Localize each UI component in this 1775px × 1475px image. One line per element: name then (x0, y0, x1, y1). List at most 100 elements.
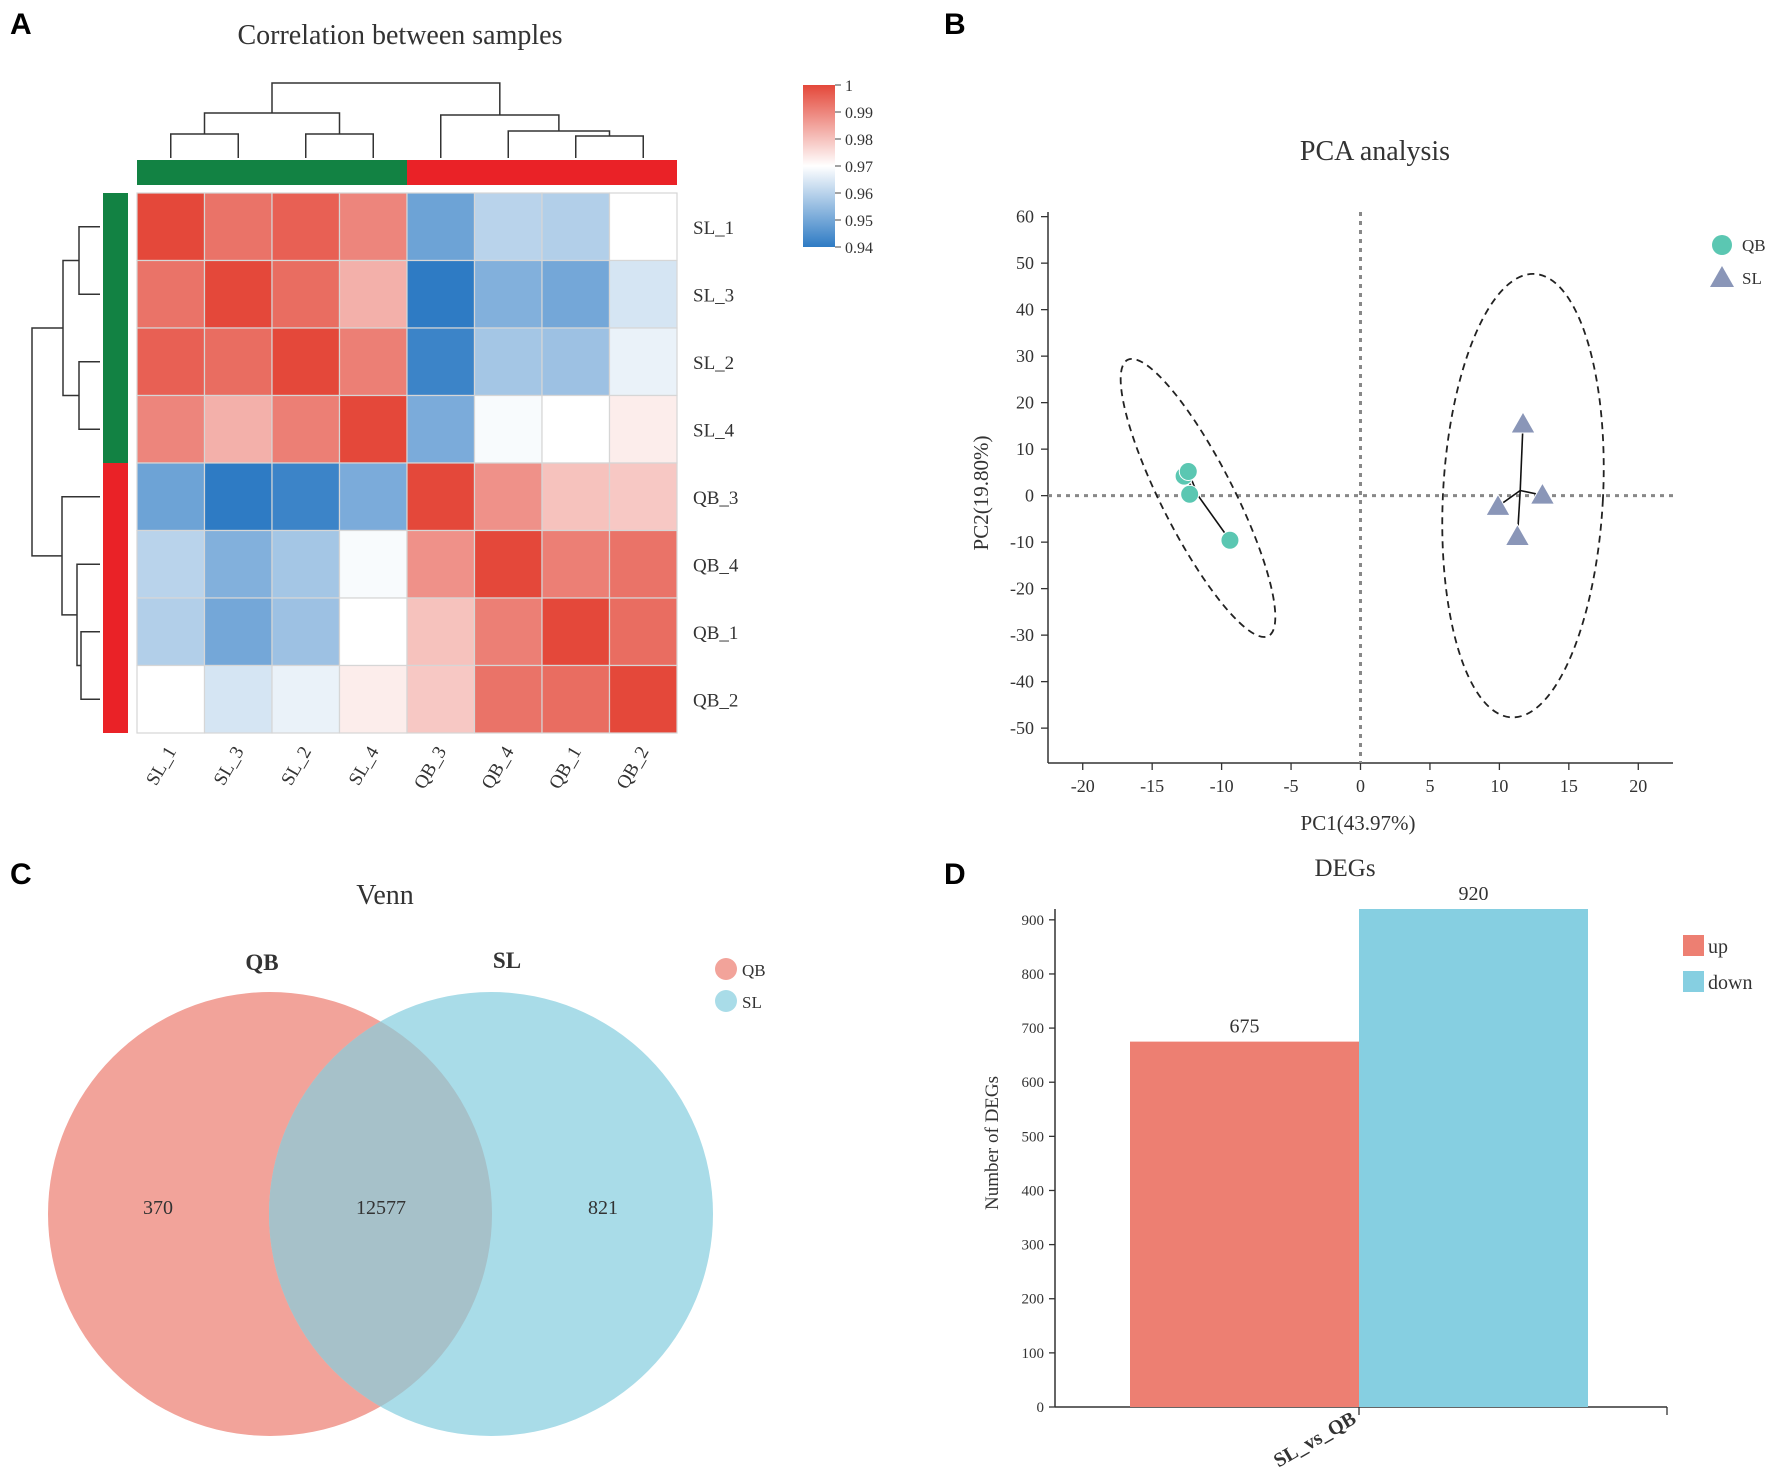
degs-bars: 675 920 (1130, 883, 1588, 1407)
heatmap-cell-SL_4-SL_3 (203, 394, 273, 464)
heatmap-cell-SL_3-QB_4 (473, 259, 543, 329)
heatmap-cell-QB_3-SL_2 (271, 462, 341, 532)
group-annotation-bars (103, 160, 677, 733)
heatmap-column-label: QB_4 (478, 743, 519, 793)
degs-category-label: SL_vs_QB (1270, 1407, 1360, 1472)
heatmap-cell-SL_3-SL_2 (271, 259, 341, 329)
group-bar-top-SL (137, 160, 407, 185)
degs-y-axis-title: Number of DEGs (982, 1076, 1003, 1210)
left-dendrogram-branch (78, 361, 100, 430)
top-dendrogram-branch (575, 135, 644, 158)
heatmap-cell-QB_1-SL_1 (136, 597, 206, 667)
heatmap-cell-SL_3-QB_2 (608, 259, 678, 329)
colorbar-tick-label: 0.99 (845, 105, 873, 122)
heatmap-cell-QB_4-SL_2 (271, 529, 341, 599)
pca-legend-label: QB (1742, 236, 1766, 255)
pca-reference-lines (1048, 212, 1673, 763)
pca-confidence-ellipses (1119, 273, 1605, 719)
heatmap-cell-SL_2-QB_2 (608, 327, 678, 397)
degs-y-tick-label: 400 (1022, 1183, 1045, 1199)
heatmap-cell-QB_1-QB_1 (541, 597, 611, 667)
pca-y-tick-label: -50 (1010, 718, 1034, 738)
heatmap-cell-SL_3-SL_4 (338, 259, 408, 329)
degs-title: DEGs (1314, 855, 1375, 882)
heatmap-column-label: SL_1 (142, 743, 181, 789)
pca-x-tick-label: -15 (1140, 776, 1164, 796)
heatmap-cell-QB_3-SL_4 (338, 462, 408, 532)
colorbar-tick-label: 0.97 (845, 159, 873, 176)
heatmap-cell-QB_2-QB_2 (608, 664, 678, 734)
pca-spoke-SL (1519, 423, 1524, 491)
pca-centroid-spokes (1183, 423, 1543, 541)
pca-y-axis-title: PC2(19.80%) (969, 436, 993, 551)
heatmap-cell-QB_3-SL_3 (203, 462, 273, 532)
heatmap-cell-QB_2-SL_1 (136, 664, 206, 734)
heatmap-cell-QB_1-QB_3 (406, 597, 476, 667)
top-dendrogram-branch (203, 112, 341, 134)
group-bar-left-SL (103, 193, 128, 463)
pca-point-QB (1180, 484, 1200, 504)
heatmap-cell-SL_1-SL_1 (136, 192, 206, 262)
heatmap-cell-QB_1-QB_4 (473, 597, 543, 667)
degs-legend-label: up (1708, 936, 1728, 958)
heatmap-cell-SL_1-SL_3 (203, 192, 273, 262)
heatmap-cell-SL_2-QB_4 (473, 327, 543, 397)
venn-count-sl-only: 821 (588, 1197, 618, 1219)
heatmap-cell-SL_2-SL_1 (136, 327, 206, 397)
degs-y-tick-label: 0 (1037, 1400, 1045, 1416)
heatmap-cell-QB_2-QB_1 (541, 664, 611, 734)
left-dendrogram-branch (31, 327, 63, 557)
pca-points (1174, 411, 1556, 550)
top-dendrogram-branch (170, 133, 239, 158)
pca-legend: QB SL (1710, 235, 1766, 288)
pca-point-QB (1220, 530, 1240, 550)
degs-bar-label-down: 920 (1459, 883, 1489, 905)
pca-y-tick-label: -40 (1010, 672, 1034, 692)
colorbar-tick-label: 1 (845, 78, 853, 95)
pca-x-tick-label: -20 (1071, 776, 1095, 796)
degs-y-tick-label: 800 (1022, 967, 1045, 983)
pca-point-SL (1485, 493, 1511, 516)
heatmap-cell-QB_4-QB_3 (406, 529, 476, 599)
venn-count-intersection: 12577 (356, 1197, 406, 1219)
heatmap-cell-QB_2-QB_3 (406, 664, 476, 734)
heatmap-column-label: SL_3 (210, 743, 249, 789)
pca-y-tick-label: 10 (1016, 439, 1034, 459)
left-dendrogram-branch (80, 631, 100, 700)
pca-ellipse-qb (1119, 357, 1277, 638)
heatmap-cell-SL_3-SL_1 (136, 259, 206, 329)
heatmap-row-labels: SL_1 SL_3 SL_2 SL_4 QB_3 QB_4 QB_1 QB_2 (693, 218, 739, 712)
heatmap-cells (136, 192, 678, 734)
pca-point-SL (1529, 482, 1556, 505)
heatmap-cell-QB_4-SL_4 (338, 529, 408, 599)
heatmap-cell-QB_3-QB_1 (541, 462, 611, 532)
heatmap-cell-QB_1-SL_4 (338, 597, 408, 667)
heatmap-cell-QB_2-QB_4 (473, 664, 543, 734)
top-dendrogram-branch (305, 133, 374, 158)
degs-bar-label-up: 675 (1230, 1016, 1260, 1038)
heatmap-column-label: SL_4 (345, 743, 384, 790)
pca-point-SL (1510, 411, 1536, 434)
heatmap-cell-SL_4-SL_2 (271, 394, 341, 464)
colorbar-tick-label: 0.94 (845, 240, 873, 257)
heatmap-cell-SL_2-SL_4 (338, 327, 408, 397)
venn-set-label-qb: QB (245, 950, 278, 975)
heatmap-row-label: QB_3 (693, 488, 738, 509)
venn-set-label-sl: SL (493, 948, 521, 973)
heatmap-cell-SL_2-SL_3 (203, 327, 273, 397)
heatmap-column-label: QB_3 (410, 743, 451, 793)
heatmap-cell-QB_4-SL_3 (203, 529, 273, 599)
top-dendrogram (170, 82, 644, 158)
colorbar-bar (803, 85, 835, 247)
heatmap-row-label: SL_2 (693, 353, 734, 374)
heatmap-column-label: QB_2 (613, 743, 654, 793)
pca-plot: PCA analysis 6050403020100-10-20-30-40-5… (969, 136, 1766, 835)
panel-letter-c: C (10, 858, 32, 891)
degs-legend: up down (1683, 935, 1752, 994)
pca-x-tick-label: -10 (1210, 776, 1234, 796)
panel-letter-a: A (10, 8, 32, 41)
heatmap-cell-QB_4-QB_1 (541, 529, 611, 599)
heatmap-cell-QB_2-SL_3 (203, 664, 273, 734)
